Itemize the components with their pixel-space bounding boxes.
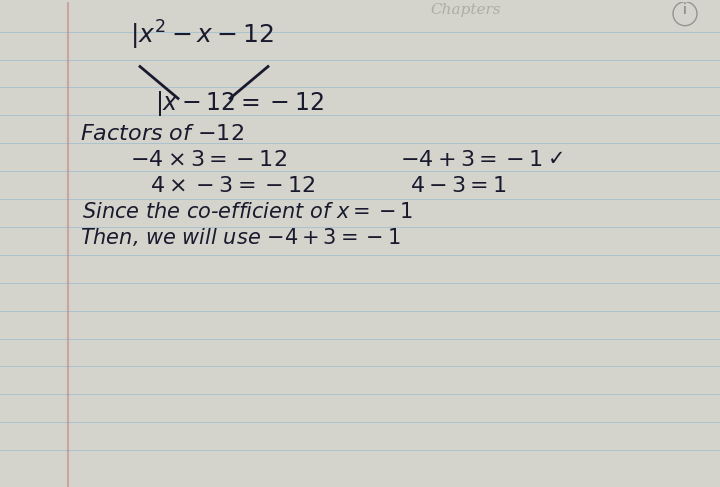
Text: Then, we will use $-4+3 = -1$: Then, we will use $-4+3 = -1$ <box>80 226 401 248</box>
Text: $-4+3 = -1$: $-4+3 = -1$ <box>400 150 543 170</box>
Text: i: i <box>683 3 687 17</box>
Text: Chapters: Chapters <box>430 3 500 17</box>
Text: $| x - 12 = -12$: $| x - 12 = -12$ <box>155 90 324 118</box>
Text: Factors of $-12$: Factors of $-12$ <box>80 124 244 144</box>
Text: ✓: ✓ <box>548 149 565 169</box>
Text: $4-3 = 1$: $4-3 = 1$ <box>410 176 507 196</box>
Text: $4 \times -3 = -12$: $4 \times -3 = -12$ <box>150 176 315 196</box>
Text: $-4 \times 3 = -12$: $-4 \times 3 = -12$ <box>130 150 287 170</box>
Text: $| x^2 - x - 12$: $| x^2 - x - 12$ <box>130 19 274 52</box>
Text: Since the co-efficient of $x = -1$: Since the co-efficient of $x = -1$ <box>82 202 413 222</box>
